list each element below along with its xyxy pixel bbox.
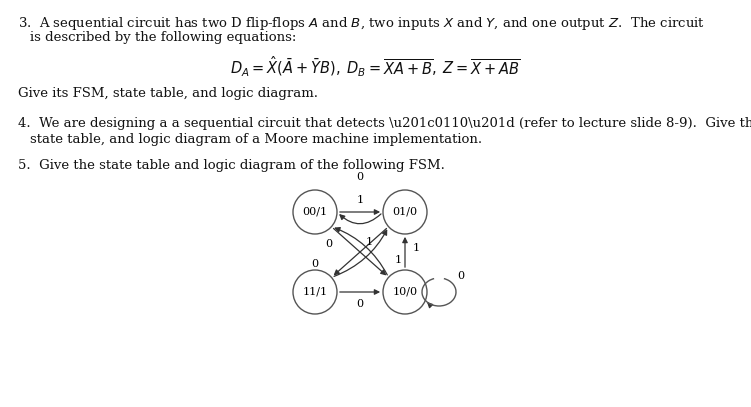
Text: 0: 0: [457, 271, 464, 281]
Text: 1: 1: [395, 255, 402, 265]
Text: state table, and logic diagram of a Moore machine implementation.: state table, and logic diagram of a Moor…: [30, 133, 482, 146]
Text: 1: 1: [357, 195, 363, 205]
Text: 3.  A sequential circuit has two D flip-flops $A$ and $B$, two inputs $X$ and $Y: 3. A sequential circuit has two D flip-f…: [18, 15, 705, 32]
Text: 11/1: 11/1: [303, 287, 327, 297]
Text: 0: 0: [325, 239, 332, 249]
Text: 4.  We are designing a a sequential circuit that detects \u201c0110\u201d (refer: 4. We are designing a a sequential circu…: [18, 117, 751, 130]
Text: 1: 1: [413, 243, 420, 253]
Text: is described by the following equations:: is described by the following equations:: [30, 31, 297, 44]
Text: Give its FSM, state table, and logic diagram.: Give its FSM, state table, and logic dia…: [18, 87, 318, 100]
Text: 1: 1: [366, 237, 373, 247]
Text: 0: 0: [357, 299, 363, 309]
Text: $D_A = \hat{X}(\bar{A} + \bar{Y}B),\; D_B = \overline{XA+B},\; Z = \overline{X+A: $D_A = \hat{X}(\bar{A} + \bar{Y}B),\; D_…: [230, 55, 520, 79]
Text: 10/0: 10/0: [393, 287, 418, 297]
Text: 0: 0: [311, 259, 318, 269]
Text: 5.  Give the state table and logic diagram of the following FSM.: 5. Give the state table and logic diagra…: [18, 159, 445, 172]
Text: 00/1: 00/1: [303, 207, 327, 217]
Text: 0: 0: [357, 172, 363, 182]
Text: 01/0: 01/0: [393, 207, 418, 217]
